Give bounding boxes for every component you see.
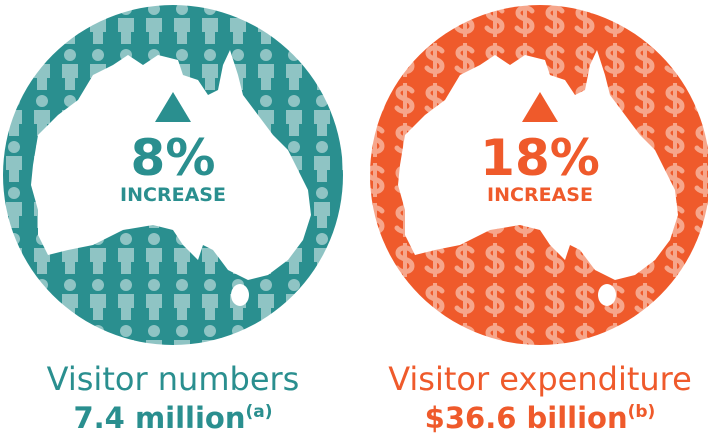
value-line: $36.6 billion(b) xyxy=(425,401,656,435)
title: Visitor expenditure xyxy=(388,360,692,398)
value: 7.4 million xyxy=(73,401,245,435)
change: 18% xyxy=(480,129,600,187)
title: Visitor numbers xyxy=(47,360,300,398)
footnote: (a) xyxy=(246,402,273,422)
panel-visitors: 8% INCREASE Visitor numbers 7.4 million(… xyxy=(3,5,343,435)
change-label: INCREASE xyxy=(120,184,226,206)
change-label: INCREASE xyxy=(487,184,593,206)
change: 8% xyxy=(131,129,216,187)
panel-expenditure: 18% INCREASE Visitor expenditure $36.6 b… xyxy=(370,5,708,435)
value-line: 7.4 million(a) xyxy=(73,401,272,435)
footnote: (b) xyxy=(628,402,656,422)
up-arrow xyxy=(155,92,191,122)
up-arrow xyxy=(522,92,558,122)
value: $36.6 billion xyxy=(425,401,628,435)
